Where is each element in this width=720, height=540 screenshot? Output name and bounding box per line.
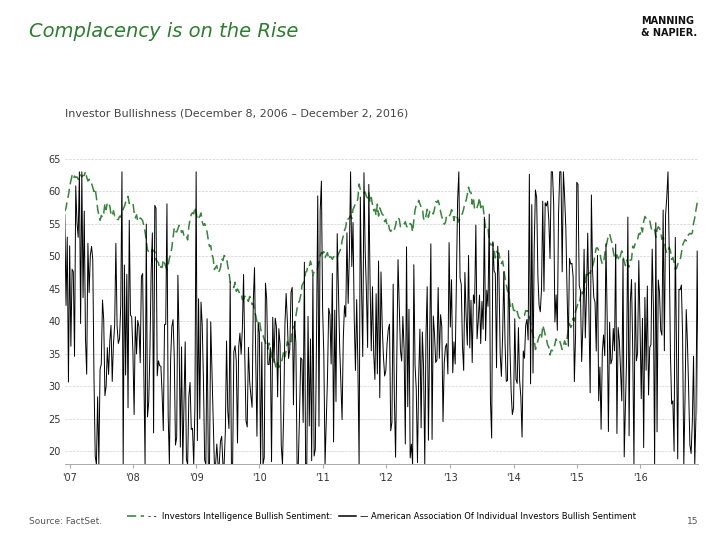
Text: Investor Bullishness (December 8, 2006 – December 2, 2016): Investor Bullishness (December 8, 2006 –… bbox=[65, 109, 408, 119]
Text: Source: FactSet.: Source: FactSet. bbox=[29, 517, 102, 526]
Text: MANNING
& NAPIER.: MANNING & NAPIER. bbox=[641, 16, 697, 38]
Legend: - -  Investors Intelligence Bullish Sentiment:, — American Association Of Indivi: - - Investors Intelligence Bullish Senti… bbox=[124, 508, 639, 524]
Text: 15: 15 bbox=[687, 517, 698, 526]
Text: Complacency is on the Rise: Complacency is on the Rise bbox=[29, 22, 298, 40]
